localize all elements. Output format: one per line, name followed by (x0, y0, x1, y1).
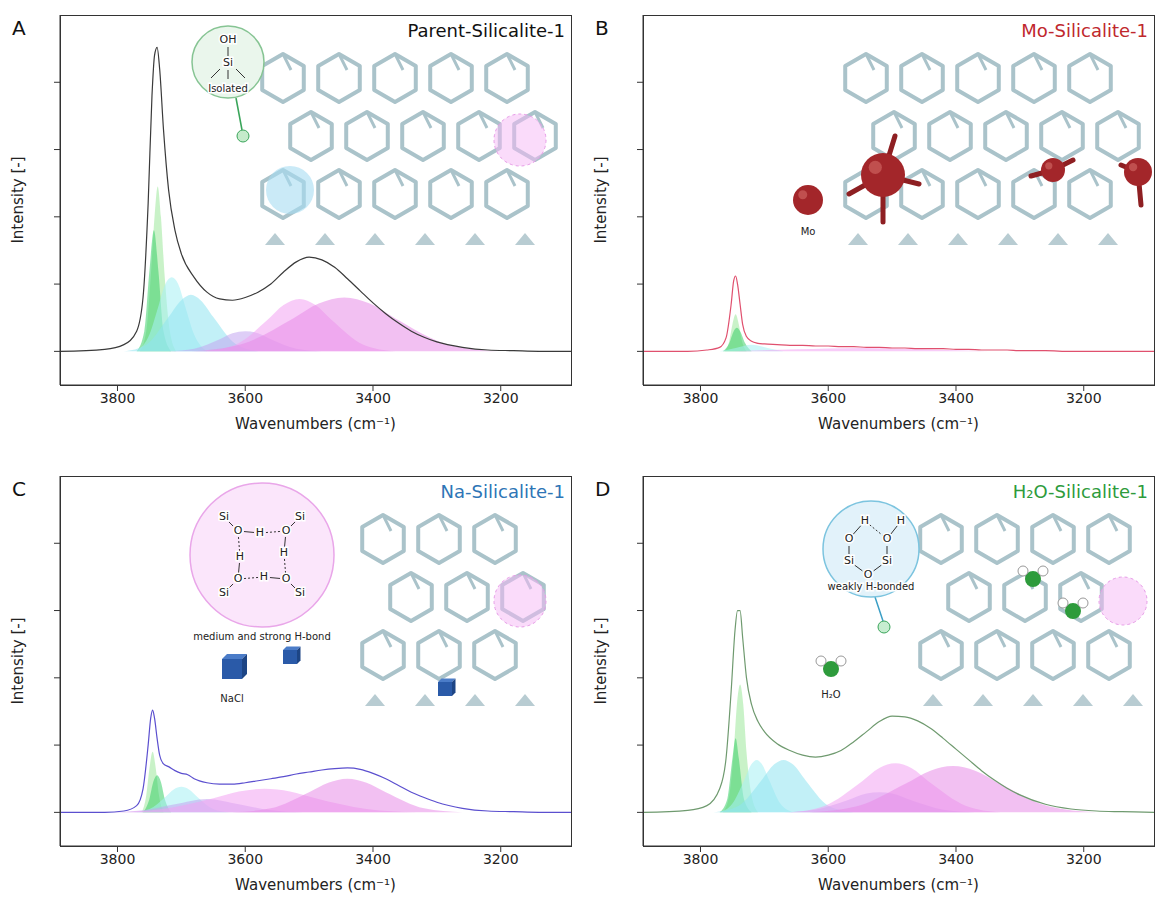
svg-text:OH: OH (220, 33, 237, 46)
svg-text:Intensity [-]: Intensity [-] (592, 156, 610, 243)
svg-text:Si: Si (882, 554, 892, 567)
svg-text:Mo: Mo (801, 226, 816, 237)
html-text:B: B (595, 16, 609, 40)
svg-text:Intensity [-]: Intensity [-] (9, 617, 27, 704)
svg-text:O: O (864, 568, 873, 581)
svg-text:Si: Si (219, 586, 229, 599)
svg-text:O: O (282, 524, 291, 537)
svg-text:H: H (897, 514, 905, 527)
svg-text:3600: 3600 (227, 390, 263, 406)
svg-text:3800: 3800 (100, 851, 136, 867)
svg-text:NaCl: NaCl (220, 693, 243, 704)
svg-text:3200: 3200 (483, 390, 519, 406)
svg-text:3400: 3400 (355, 390, 391, 406)
svg-text:3200: 3200 (1066, 390, 1102, 406)
html-text:A: A (12, 16, 26, 40)
svg-text:Si: Si (219, 510, 229, 523)
svg-text:Intensity [-]: Intensity [-] (592, 617, 610, 704)
svg-text:3200: 3200 (1066, 851, 1102, 867)
html-text:D: D (595, 477, 611, 501)
svg-text:Si: Si (295, 510, 305, 523)
html-text:Mo-Silicalite-1: Mo-Silicalite-1 (1021, 20, 1148, 41)
svg-text:O: O (282, 572, 291, 585)
svg-text:medium and strong H-bond: medium and strong H-bond (193, 631, 331, 642)
html-text:C: C (12, 477, 26, 501)
svg-text:H: H (861, 514, 869, 527)
svg-text:H: H (256, 526, 264, 539)
svg-text:3200: 3200 (483, 851, 519, 867)
html-text:H₂O-Silicalite-1: H₂O-Silicalite-1 (1012, 481, 1148, 502)
svg-text:Wavenumbers (cm⁻¹): Wavenumbers (cm⁻¹) (818, 415, 979, 433)
svg-text:H₂O: H₂O (821, 689, 841, 700)
svg-text:H: H (236, 550, 244, 563)
svg-text:H: H (260, 570, 268, 583)
svg-text:weakly H-bonded: weakly H-bonded (828, 581, 915, 592)
svg-text:O: O (883, 532, 892, 545)
svg-text:3800: 3800 (683, 390, 719, 406)
svg-text:3600: 3600 (810, 851, 846, 867)
html-text:Parent-Silicalite-1: Parent-Silicalite-1 (407, 20, 565, 41)
svg-text:3600: 3600 (227, 851, 263, 867)
svg-text:O: O (234, 572, 243, 585)
svg-text:3800: 3800 (683, 851, 719, 867)
svg-text:3800: 3800 (100, 390, 136, 406)
svg-text:3400: 3400 (355, 851, 391, 867)
svg-text:Wavenumbers (cm⁻¹): Wavenumbers (cm⁻¹) (235, 876, 396, 894)
svg-text:O: O (234, 524, 243, 537)
svg-text:Si: Si (295, 586, 305, 599)
svg-text:Wavenumbers (cm⁻¹): Wavenumbers (cm⁻¹) (235, 415, 396, 433)
svg-text:Si: Si (844, 554, 854, 567)
svg-text:Wavenumbers (cm⁻¹): Wavenumbers (cm⁻¹) (818, 876, 979, 894)
svg-text:Intensity [-]: Intensity [-] (9, 156, 27, 243)
svg-text:3400: 3400 (938, 390, 974, 406)
svg-text:Isolated: Isolated (208, 83, 248, 94)
svg-text:3600: 3600 (810, 390, 846, 406)
svg-text:Si: Si (223, 56, 233, 69)
svg-text:H: H (280, 546, 288, 559)
svg-text:O: O (845, 532, 854, 545)
svg-text:3400: 3400 (938, 851, 974, 867)
html-text:Na-Silicalite-1: Na-Silicalite-1 (440, 481, 565, 502)
